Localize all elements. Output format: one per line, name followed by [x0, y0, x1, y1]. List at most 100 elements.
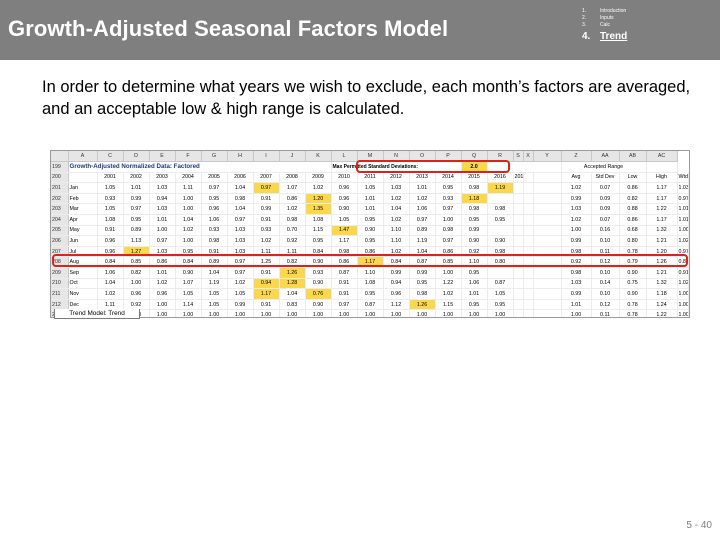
- stat-cell: 0.07: [591, 182, 620, 194]
- factor-cell: 1.06: [409, 203, 436, 216]
- row-number: 200: [51, 172, 69, 184]
- factor-cell: [513, 267, 524, 279]
- agenda-item-inputs[interactable]: 2. Inputs: [582, 15, 627, 22]
- stat-cell: 0.79: [619, 256, 647, 269]
- sheet-tab-trend[interactable]: Trend Model: Trend: [54, 309, 140, 319]
- stat-cell: 1.03: [677, 182, 689, 194]
- factor-cell: 1.10: [461, 256, 488, 269]
- factor-cell: 0.96: [201, 203, 228, 216]
- factor-cell: 1.02: [253, 235, 280, 247]
- stat-cell: 0.88: [619, 203, 647, 216]
- factor-cell: 0.98: [201, 235, 228, 247]
- column-header-cell: F: [175, 151, 202, 163]
- factor-cell: 0.98: [409, 288, 436, 300]
- factor-cell: 0.97: [123, 203, 150, 216]
- factor-cell: 0.90: [305, 256, 332, 269]
- factor-cell: 1.22: [435, 278, 462, 290]
- factor-cell: [513, 203, 524, 216]
- table-row: 213Avg1.001.001.001.001.001.001.001.001.…: [51, 309, 689, 317]
- stat-cell: 1.01: [677, 203, 689, 216]
- empty-cell: [523, 256, 534, 269]
- factor-cell: 1.02: [149, 278, 176, 290]
- table-row: 211 Nov 1.02 0.96 0.96 1.05 1.05 1.05 1.17 1.04 0.…: [51, 288, 689, 300]
- stat-cell: 1.17: [646, 214, 678, 226]
- factor-cell: [513, 288, 524, 300]
- factor-cell: 1.02: [279, 203, 306, 216]
- stat-header: Avg: [561, 172, 592, 184]
- factor-cell: 0.95: [435, 182, 462, 194]
- stat-cell: 0.92: [561, 256, 592, 269]
- sheet-title: Growth-Adjusted Normalized Data: Factore…: [68, 161, 332, 173]
- factor-cell: 0.89: [201, 256, 228, 269]
- stat-cell: 1.32: [646, 225, 678, 237]
- column-header-cell: L: [331, 151, 358, 163]
- factor-cell: 1.00: [305, 309, 332, 317]
- agenda-item-trend[interactable]: 4. Trend: [582, 30, 627, 43]
- factor-cell: 1.02: [409, 193, 436, 205]
- factor-cell: 1.19: [201, 278, 228, 290]
- stat-cell: 0.90: [619, 267, 647, 279]
- factor-cell: 1.05: [97, 203, 124, 216]
- factor-cell: 0.82: [123, 267, 150, 279]
- column-header-cell: AA: [591, 151, 620, 163]
- factor-cell: 0.93: [253, 225, 280, 237]
- stat-cell: 1.21: [646, 267, 678, 279]
- factor-cell: 1.05: [175, 288, 202, 300]
- table-row: 212 Dec 1.11 0.92 1.00 1.14 1.05 0.99 0.91 0.83 0.…: [51, 299, 689, 311]
- corner-cell: [51, 151, 69, 163]
- accepted-range-label: Accepted Range: [561, 161, 647, 173]
- empty-cell: [523, 193, 534, 205]
- row-number: 199: [51, 161, 69, 173]
- empty-cell: [523, 182, 534, 194]
- factor-cell: 0.99: [461, 225, 488, 237]
- factor-cell: 1.04: [175, 214, 202, 226]
- factor-cell: [513, 278, 524, 290]
- factor-cell: 0.90: [331, 203, 358, 216]
- factor-cell: 1.03: [227, 225, 254, 237]
- row-number: 206: [51, 235, 69, 247]
- factor-cell: [513, 182, 524, 194]
- empty-cell: [646, 161, 678, 173]
- agenda-item-calc[interactable]: 3. Calc: [582, 22, 627, 29]
- year-header: 2002: [123, 172, 150, 184]
- factor-cell: 1.00: [175, 203, 202, 216]
- stat-cell: 0.68: [619, 225, 647, 237]
- empty-cell: [523, 299, 534, 311]
- factor-cell: 0.97: [201, 182, 228, 194]
- factor-cell: 1.05: [331, 214, 358, 226]
- factor-cell: 1.01: [409, 182, 436, 194]
- factor-cell: 0.98: [331, 246, 358, 258]
- factor-cell: 0.99: [383, 267, 410, 279]
- factor-cell: 1.03: [383, 182, 410, 194]
- factor-cell: 0.90: [305, 278, 332, 290]
- factor-cell: 0.70: [279, 225, 306, 237]
- stat-cell: 1.00: [677, 288, 689, 300]
- factor-cell: 1.12: [383, 299, 410, 311]
- factor-cell: 0.86: [331, 256, 358, 269]
- stat-cell: 0.86: [619, 214, 647, 226]
- factor-cell: 1.00: [461, 309, 488, 317]
- month-label: Jun: [68, 235, 98, 247]
- year-header: 2015: [461, 172, 488, 184]
- stat-cell: 0.10: [591, 288, 620, 300]
- factor-cell: 1.15: [435, 299, 462, 311]
- factor-cell: 1.00: [175, 193, 202, 205]
- stat-cell: 0.78: [619, 246, 647, 258]
- year-header: 2008: [279, 172, 306, 184]
- empty-cell: [533, 182, 562, 194]
- factor-cell: 0.91: [253, 214, 280, 226]
- row-number: 210: [51, 278, 69, 290]
- factor-cell: 1.00: [487, 309, 514, 317]
- stat-cell: 0.99: [561, 193, 592, 205]
- stat-cell: 1.22: [646, 203, 678, 216]
- factors-table: A C D E F G H I J K L M N O P Q R S X Y Z AA AB AC 199 Growth-Adj…: [51, 151, 689, 317]
- empty-cell: [533, 225, 562, 237]
- year-header: 2017: [513, 172, 524, 184]
- year-header-row: 200 2001 2002 2003 2004 2005 2006 2007 2008 2009 2…: [51, 172, 689, 184]
- agenda-item-introduction[interactable]: 1. Introduction: [582, 8, 627, 15]
- stat-cell: 0.78: [619, 299, 647, 311]
- factor-cell: 1.02: [97, 288, 124, 300]
- stat-cell: 1.17: [646, 193, 678, 205]
- column-header-cell: A: [68, 151, 98, 163]
- factor-cell: 0.86: [149, 256, 176, 269]
